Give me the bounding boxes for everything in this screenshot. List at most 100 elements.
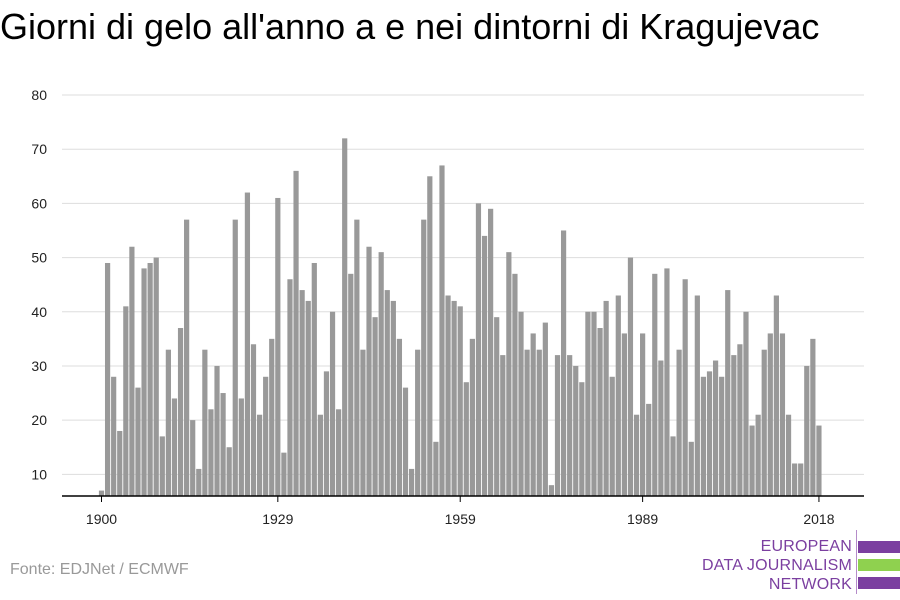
bar: [615, 295, 621, 496]
x-tick-label: 1929: [262, 511, 293, 527]
bar: [785, 414, 792, 496]
bar: [773, 295, 779, 496]
bar: [536, 349, 542, 496]
bar: [384, 290, 390, 496]
x-axis: 1900 1929 1959 1989 2018: [62, 495, 864, 527]
bar: [256, 414, 263, 496]
y-tick-label: 20: [31, 412, 47, 428]
bar: [792, 463, 798, 496]
bar: [451, 300, 457, 496]
y-tick-label: 30: [31, 358, 47, 374]
bar: [415, 349, 421, 496]
chart-title: Giorni di gelo all'anno a e nei dintorni…: [0, 6, 820, 47]
bar: [421, 219, 427, 496]
bar: [688, 441, 694, 496]
bar: [725, 290, 731, 496]
bar: [670, 436, 676, 496]
bar: [749, 425, 755, 496]
logo-line-3: NETWORK: [768, 576, 852, 593]
logo-bar-1: [858, 541, 900, 553]
bar: [682, 279, 688, 496]
bar: [348, 273, 354, 496]
bar: [506, 252, 512, 496]
bar: [463, 382, 469, 496]
bar: [196, 468, 202, 496]
bar: [469, 338, 475, 496]
bar: [542, 322, 548, 496]
x-tick-label: 2018: [803, 511, 834, 527]
x-tick-label: 1959: [445, 511, 476, 527]
bar: [329, 311, 336, 496]
bar: [323, 371, 330, 496]
bar: [585, 311, 591, 496]
bar: [177, 328, 184, 496]
bar: [281, 452, 287, 496]
logo-bar-3: [858, 577, 900, 589]
bar: [165, 349, 171, 496]
y-tick-label: 50: [31, 250, 47, 266]
bar: [652, 273, 658, 496]
logo-line-1: EUROPEAN: [760, 538, 852, 555]
bar: [250, 344, 257, 496]
bar: [123, 306, 129, 496]
y-tick-label: 10: [31, 466, 47, 482]
bar: [317, 414, 323, 496]
logo-line-2: DATA JOURNALISM: [702, 557, 852, 574]
bar: [779, 333, 786, 496]
bar: [731, 355, 737, 496]
bar: [743, 311, 749, 496]
bar: [190, 420, 196, 496]
bar: [135, 387, 141, 496]
x-tick-label: 1900: [86, 511, 117, 527]
bar: [646, 403, 652, 496]
bar: [548, 485, 555, 496]
bar: [439, 165, 445, 496]
bar: [238, 398, 244, 496]
bar: [560, 230, 567, 497]
bar: [573, 365, 579, 496]
bar: [311, 262, 317, 496]
bar: [530, 333, 536, 496]
source-note: Fonte: EDJNet / ECMWF: [10, 561, 189, 578]
bar: [117, 430, 123, 496]
bar: [396, 338, 403, 496]
bar: [360, 349, 366, 496]
bar: [287, 279, 293, 496]
bar: [111, 376, 117, 496]
bar: [579, 382, 585, 496]
bar: [366, 246, 372, 496]
bar: [664, 268, 670, 496]
bar: [761, 349, 767, 496]
bar: [153, 257, 159, 496]
bar: [129, 246, 135, 496]
bar: [481, 235, 488, 496]
bar: [524, 349, 530, 496]
bar: [445, 295, 451, 496]
bar: [372, 317, 378, 496]
y-tick-label: 40: [31, 304, 47, 320]
bar: [202, 349, 208, 496]
bar: [488, 208, 494, 496]
bar: [147, 262, 153, 496]
bar: [719, 376, 725, 496]
y-tick-label: 80: [31, 87, 47, 103]
bar: [512, 273, 518, 496]
bar: [244, 192, 251, 497]
bar: [518, 311, 524, 496]
bar: [220, 393, 226, 496]
bar: [627, 257, 634, 496]
logo-bar-2: [858, 559, 900, 571]
bar: [354, 219, 360, 496]
logo-divider: [856, 530, 857, 594]
bar: [293, 170, 299, 496]
bar: [336, 409, 342, 496]
bar: [597, 328, 603, 496]
bar: [737, 344, 743, 496]
bar: [767, 333, 773, 496]
x-tick-label: 1989: [627, 511, 658, 527]
bar: [603, 300, 609, 496]
bar: [658, 360, 664, 496]
bar: [500, 355, 506, 496]
bar: [226, 447, 232, 496]
bar: [816, 425, 822, 496]
